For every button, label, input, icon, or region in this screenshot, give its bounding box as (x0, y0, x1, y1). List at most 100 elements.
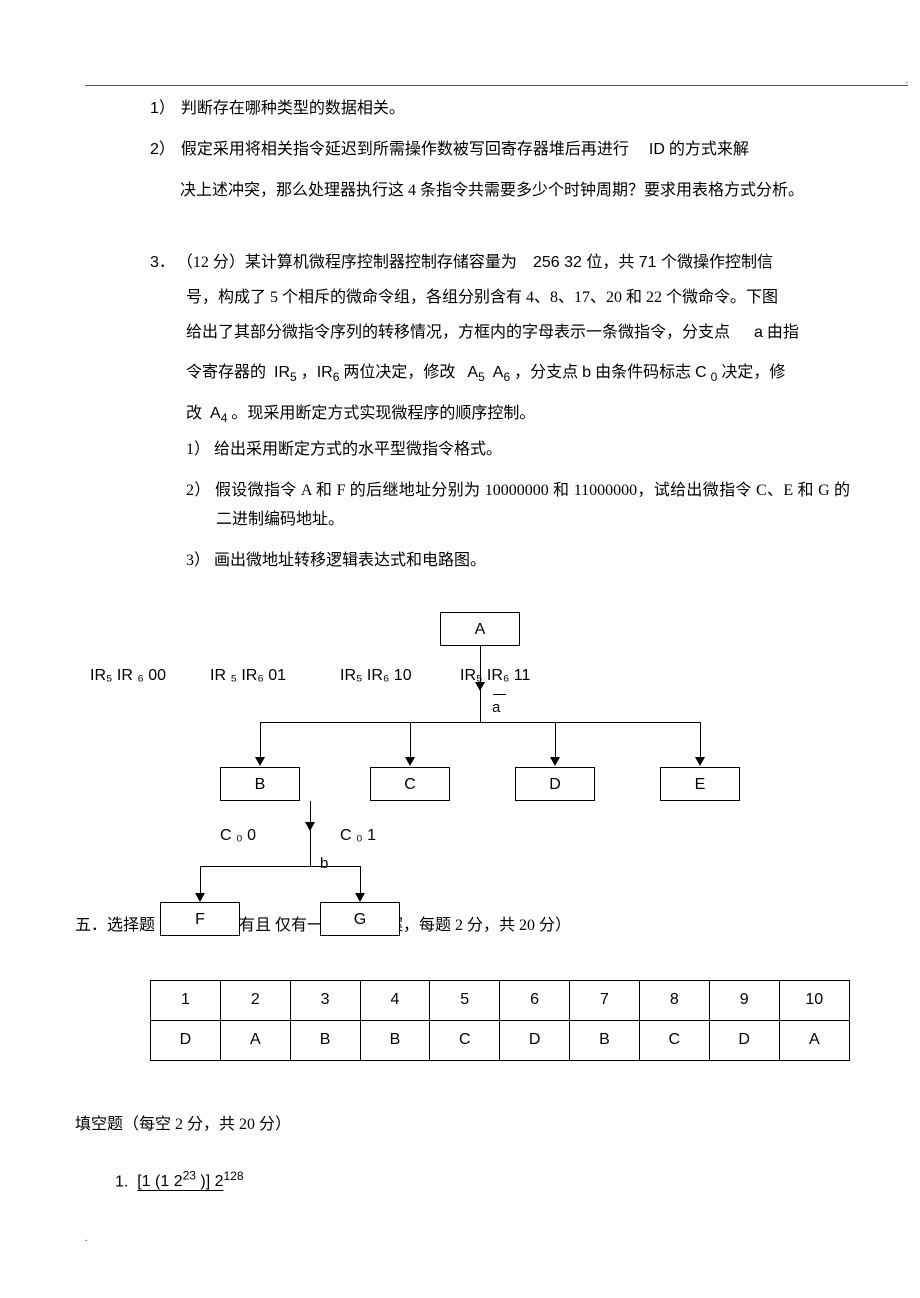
a6s: 6 (503, 370, 510, 384)
ans-7: B (570, 1021, 640, 1061)
arrow-d (550, 757, 560, 766)
arrow-b-mid (305, 822, 315, 831)
ir5s: 5 (290, 370, 297, 384)
q3-l5b: 。现采用断定方式实现微程序的顺序控制。 (231, 405, 535, 422)
box-b: B (220, 767, 300, 801)
question-3: 3． （12 分）某计算机微程序控制器控制存储容量为 256 32 位，共 71 … (150, 249, 850, 575)
q2-sub2-body: 决上述冲突，那么处理器执行这 4 条指令共需要多少个时钟周期？要求用表格方式分析… (150, 177, 850, 206)
microprogram-diagram: A IR₅ IR ₆ 00 IR ₅ IR₆ 01 IR₅ IR₆ 10 IR₅… (60, 612, 820, 942)
c0-0: C ₀ 0 (220, 822, 256, 851)
ans-9: D (709, 1021, 779, 1061)
arrow-f (195, 893, 205, 902)
q2-sub2b: 的方式来解 (669, 141, 749, 158)
q2-sub2-num: 2） (150, 141, 175, 158)
a6: A (493, 364, 504, 381)
cond4: IR₅ IR₆ 11 (460, 662, 530, 691)
ans-3: B (290, 1021, 360, 1061)
corner-dot-tr: . (906, 72, 909, 90)
fill-item-1: 1. [1 (1 223 )] 2128 (115, 1166, 850, 1197)
box-c: C (370, 767, 450, 801)
q3-l5a: 改 (186, 405, 202, 422)
arrow-b (255, 757, 265, 766)
drop-e (700, 722, 701, 762)
box-g: G (320, 902, 400, 936)
hdr-5: 5 (430, 981, 500, 1021)
drop-c (410, 722, 411, 762)
fill1-a: [1 (1 2 (137, 1173, 182, 1190)
cond2: IR ₅ IR₆ 01 (210, 662, 286, 691)
q3-l1b: 256 32 位，共 71 个微操作控制信 (533, 254, 773, 271)
hdr-4: 4 (360, 981, 430, 1021)
q3-l3c: 由指 (767, 324, 799, 341)
hdr-6: 6 (500, 981, 570, 1021)
answer-header-row: 1 2 3 4 5 6 7 8 9 10 (151, 981, 850, 1021)
q2-sub1-text: 判断存在哪种类型的数据相关。 (181, 100, 405, 117)
q3-line2: 号，构成了 5 个相斥的微命令组，各组分别含有 4、8、17、20 和 22 个… (150, 284, 850, 313)
cond3: IR₅ IR₆ 10 (340, 662, 412, 691)
q2-sub2-id: ID (649, 141, 665, 158)
hdr-3: 3 (290, 981, 360, 1021)
q3-l1a: 某计算机微程序控制器控制存储容量为 (245, 254, 517, 271)
fill1-exp2: 128 (224, 1169, 244, 1183)
c0s: 0 (711, 370, 718, 384)
q3-points: （12 分） (185, 254, 245, 271)
ans-6: D (500, 1021, 570, 1061)
ans-4: B (360, 1021, 430, 1061)
ans-1: D (151, 1021, 221, 1061)
arrow-g (355, 893, 365, 902)
arrow-e (695, 757, 705, 766)
q3-num: 3． (150, 254, 175, 271)
arrow-c (405, 757, 415, 766)
answer-table: 1 2 3 4 5 6 7 8 9 10 D A B B C D B C D A (150, 980, 850, 1061)
q3-l3b: a (754, 324, 763, 341)
ir6s: 6 (333, 370, 340, 384)
bus-h (260, 722, 700, 723)
fill1-underline: [1 (1 223 )] 2 (137, 1173, 223, 1190)
c0-1: C ₀ 1 (340, 822, 376, 851)
ans-8: C (639, 1021, 709, 1061)
a5s: 5 (478, 370, 485, 384)
branch-a-label: a (492, 694, 500, 721)
line-a-to-bus (480, 702, 481, 722)
fill1-b: )] 2 (196, 1173, 224, 1190)
top-rule (85, 85, 908, 86)
arrow-a1 (475, 682, 485, 691)
line-a-down (480, 646, 481, 702)
q3-l4f: 决定，修 (721, 364, 785, 381)
q3-line3: 给出了其部分微指令序列的转移情况，方框内的字母表示一条微指令，分支点 a 由指 (150, 319, 850, 348)
page-content: 1） 判断存在哪种类型的数据相关。 2） 假定采用将相关指令延迟到所需操作数被写回寄… (30, 55, 890, 1197)
q3-l4d: ，分支点 (514, 364, 578, 381)
a4s: 4 (221, 411, 228, 425)
fill-title: 填空题（每空 2 分，共 20 分） (75, 1111, 850, 1140)
bp-b-t: b (582, 364, 591, 381)
cond1: IR₅ IR ₆ 00 (90, 662, 166, 691)
box-d: D (515, 767, 595, 801)
q3-sub3: 3） 画出微地址转移逻辑表达式和电路图。 (186, 547, 850, 576)
drop-b (260, 722, 261, 762)
q3-l3a: 给出了其部分微指令序列的转移情况，方框内的字母表示一条微指令，分支点 (186, 324, 730, 341)
hdr-9: 9 (709, 981, 779, 1021)
a4: A (210, 405, 221, 422)
q3-l4c: 两位决定，修改 (343, 364, 455, 381)
ans-5: C (430, 1021, 500, 1061)
ans-10: A (779, 1021, 849, 1061)
q3-line5: 改 A4 。现采用断定方式实现微程序的顺序控制。 (150, 398, 850, 430)
ans-2: A (220, 1021, 290, 1061)
ir5: IR (274, 364, 290, 381)
corner-dot-bl: . (85, 1230, 88, 1248)
drop-d (555, 722, 556, 762)
strike-a (493, 694, 506, 695)
hdr-2: 2 (220, 981, 290, 1021)
fill1-num: 1. (115, 1173, 128, 1190)
bus-b (200, 866, 360, 867)
c0: C (695, 364, 707, 381)
q2-sub2: 2） 假定采用将相关指令延迟到所需操作数被写回寄存器堆后再进行 ID 的方式来解 (150, 136, 850, 165)
q2-sub2a: 假定采用将相关指令延迟到所需操作数被写回寄存器堆后再进行 (181, 141, 629, 158)
q2-sub1-num: 1） (150, 100, 175, 117)
hdr-10: 10 (779, 981, 849, 1021)
a5: A (467, 364, 478, 381)
hdr-1: 1 (151, 981, 221, 1021)
q3-l4a: 令寄存器的 (186, 364, 266, 381)
fill1-exp1: 23 (183, 1169, 196, 1183)
ir6: IR (317, 364, 333, 381)
